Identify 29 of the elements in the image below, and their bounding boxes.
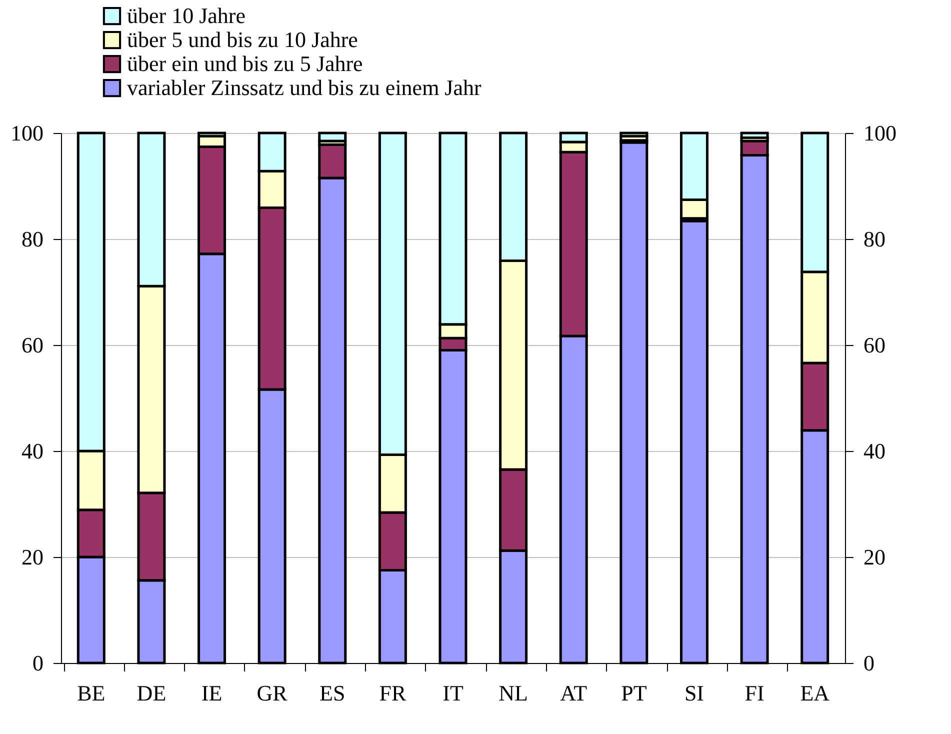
y2-tick-label: 20 (864, 544, 886, 570)
y-tick-label: 20 (22, 544, 44, 570)
y-tick-label: 60 (22, 332, 44, 358)
x-tick-label: FI (744, 680, 764, 706)
y-tick-label: 0 (32, 650, 44, 676)
x-tick-label: GR (256, 680, 288, 706)
legend-label: über 10 Jahre (127, 3, 246, 28)
x-tick-label: AT (560, 680, 588, 706)
legend-label: über 5 und bis zu 10 Jahre (127, 27, 358, 52)
y2-tick-label: 60 (864, 332, 886, 358)
y2-tick-label: 80 (864, 226, 886, 252)
legend-label: über ein und bis zu 5 Jahre (127, 51, 363, 76)
x-tick-label: ES (320, 680, 346, 706)
y-tick-label: 40 (22, 438, 44, 464)
y-tick-label: 80 (22, 226, 44, 252)
y-tick-label: 100 (10, 120, 44, 146)
x-tick-label: SI (684, 680, 704, 706)
x-tick-label: EA (800, 680, 830, 706)
legend-label: variabler Zinssatz und bis zu einem Jahr (127, 75, 482, 100)
x-tick-label: BE (77, 680, 106, 706)
x-tick-label: NL (498, 680, 528, 706)
x-tick-label: IE (201, 680, 222, 706)
x-tick-label: DE (136, 680, 166, 706)
y2-tick-label: 0 (864, 650, 874, 676)
y2-tick-label: 40 (864, 438, 886, 464)
x-tick-label: IT (442, 680, 464, 706)
y2-tick-label: 100 (864, 120, 896, 146)
x-tick-label: PT (621, 680, 648, 706)
x-tick-label: FR (379, 680, 406, 706)
